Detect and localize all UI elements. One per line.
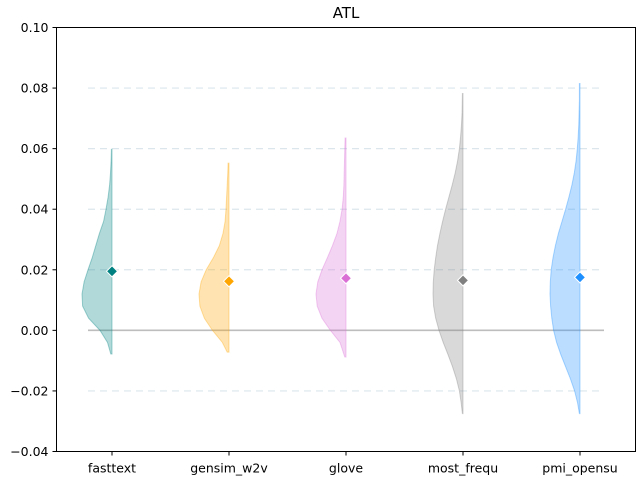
mean-marker-fasttext <box>105 265 119 278</box>
x-tick-label-most_frequ: most_frequ <box>428 461 498 476</box>
violin-fasttext <box>81 148 113 355</box>
y-tick-label: −0.04 <box>10 444 48 459</box>
violin-gensim_w2v <box>198 162 230 353</box>
x-tick-label-gensim_w2v: gensim_w2v <box>190 461 268 476</box>
y-tick-label: −0.02 <box>10 383 48 398</box>
mean-marker-pmi_opensu <box>573 271 587 284</box>
x-axis: fasttext gensim_w2v glove most_frequ pmi_ope… <box>88 451 618 476</box>
mean-marker-layer <box>105 265 587 288</box>
y-tick-label: 0.00 <box>21 323 49 338</box>
chart-title: ATL <box>333 4 360 22</box>
y-tick-label: 0.04 <box>21 202 49 217</box>
grid-layer <box>88 87 604 392</box>
mean-marker-glove <box>339 272 353 285</box>
mean-marker-most_frequ <box>456 274 470 287</box>
mean-marker-gensim_w2v <box>222 275 236 288</box>
violin-most_frequ <box>432 93 464 415</box>
violin-layer <box>81 83 581 415</box>
y-tick-label: 0.10 <box>21 20 49 35</box>
violin-pmi_opensu <box>549 83 581 415</box>
x-tick-label-fasttext: fasttext <box>88 461 136 476</box>
y-tick-label: 0.02 <box>21 262 49 277</box>
x-tick-label-pmi_opensu: pmi_opensu <box>542 461 617 476</box>
violin-glove <box>315 137 347 358</box>
y-axis: −0.04 −0.02 0.00 0.02 0.04 0.06 0.08 0.10 <box>10 20 57 459</box>
y-tick-label: 0.06 <box>21 141 49 156</box>
x-tick-label-glove: glove <box>329 461 363 476</box>
y-tick-label: 0.08 <box>21 81 49 96</box>
